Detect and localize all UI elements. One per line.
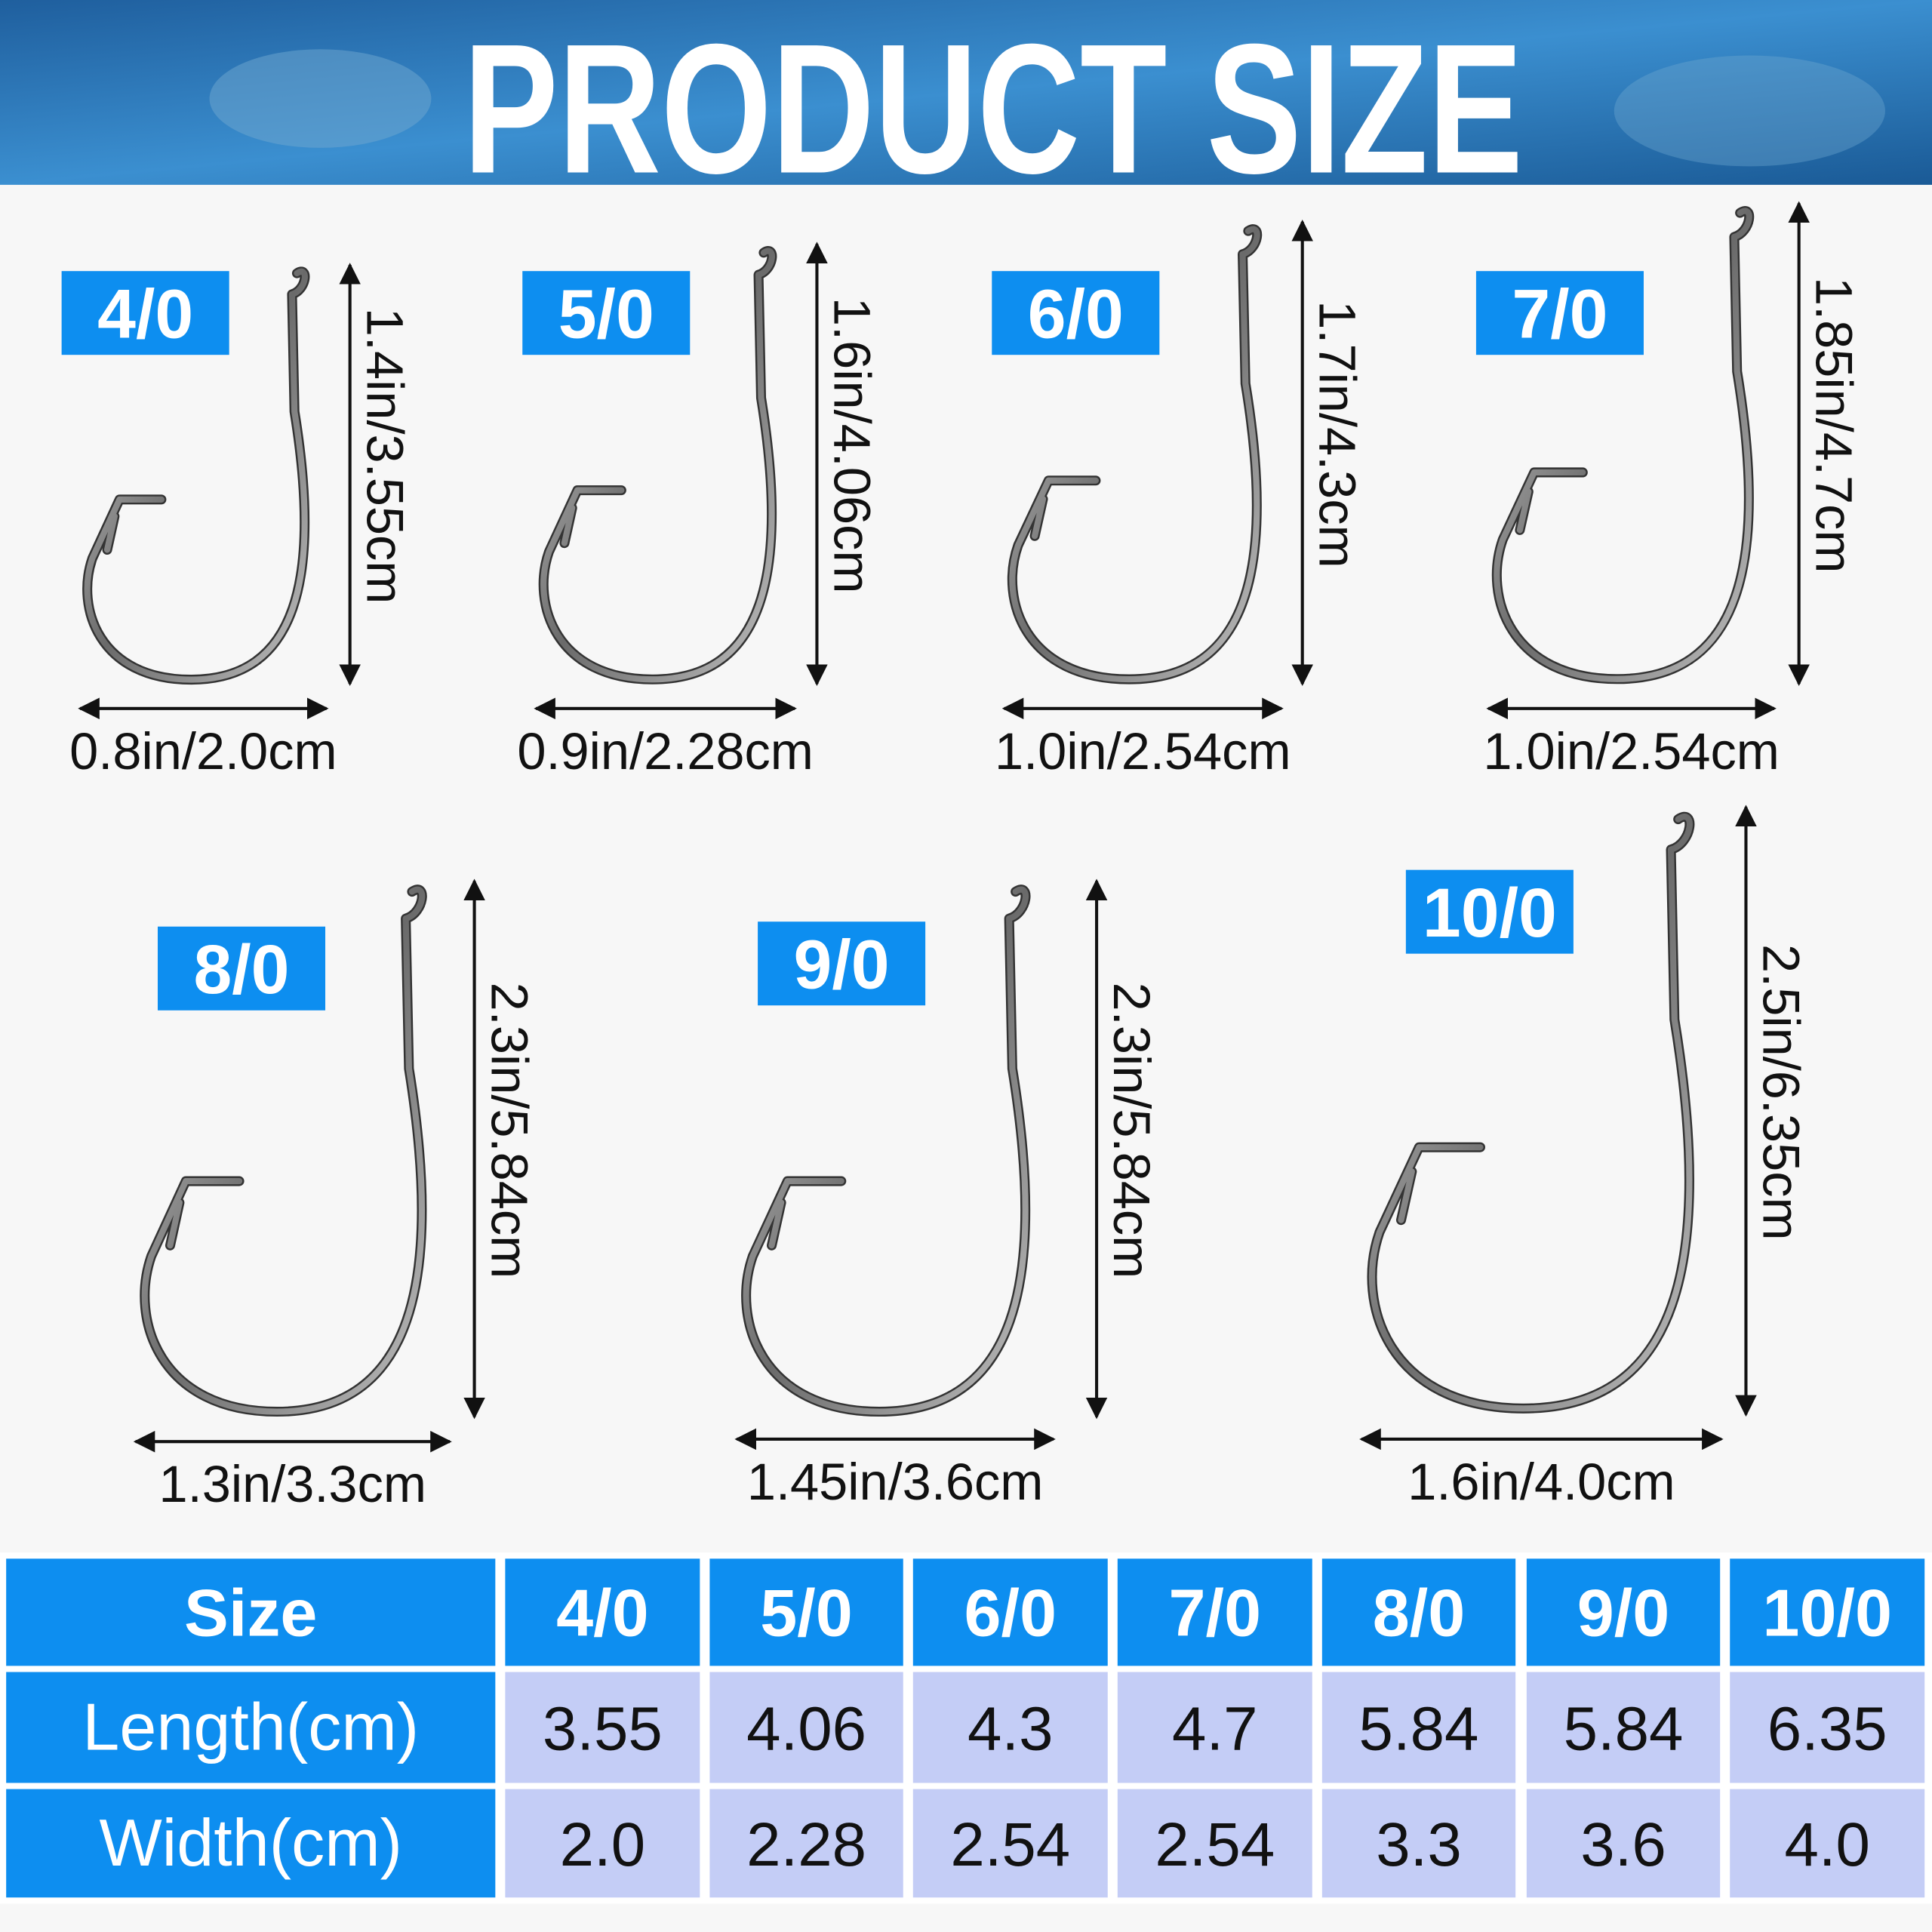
cell-text: 2.54 (1155, 1810, 1275, 1879)
width-label: 1.6in/4.0cm (1407, 1453, 1675, 1511)
size-tag: 6/0 (1028, 275, 1124, 352)
header-text: 4/0 (556, 1575, 649, 1650)
data-cell (1321, 1672, 1516, 1783)
cell-text: 4.06 (746, 1694, 866, 1763)
length-label: 1.85in/4.7cm (1805, 277, 1863, 574)
size-table: Size 4/0 5/0 6/0 7/0 8/0 9/0 10/0 Length(cm) 3.55… (0, 1552, 1932, 1904)
row-label: Length(cm) (82, 1689, 419, 1764)
cell-text: 2.54 (950, 1810, 1070, 1879)
page-title: PRODUCT SIZE (463, 5, 1523, 212)
width-label: 1.3in/3.3cm (159, 1455, 426, 1513)
header-cell (1730, 1558, 1925, 1666)
data-cell (1321, 1789, 1516, 1898)
hooks: 4/0 1.4in/3.55cm 0.8in/2.0cm 5/0 1.6in/4.06c… (61, 201, 1863, 1513)
data-cell (1730, 1789, 1925, 1898)
header-cell (1526, 1558, 1721, 1666)
header-text: 7/0 (1169, 1575, 1262, 1650)
data-cell (709, 1672, 903, 1783)
cell-text: 5.84 (1564, 1694, 1684, 1763)
size-tag: 5/0 (558, 275, 654, 352)
header-text: Size (184, 1575, 317, 1650)
length-label: 2.3in/5.84cm (480, 983, 538, 1279)
size-tag-box (992, 271, 1160, 355)
data-cell (1526, 1672, 1721, 1783)
width-label: 1.0in/2.54cm (1483, 722, 1780, 780)
hook-drawing (540, 248, 775, 683)
cell-text: 4.3 (968, 1694, 1053, 1763)
row-label-cell (6, 1789, 496, 1898)
hook-drawing (743, 886, 1029, 1415)
cell-text: 3.3 (1376, 1810, 1461, 1879)
size-tag-box (522, 271, 691, 355)
hook-drawing (1009, 226, 1260, 683)
cell-text: 2.28 (746, 1810, 866, 1879)
header-text: 9/0 (1577, 1575, 1670, 1650)
size-tag-box (157, 926, 326, 1011)
length-label: 2.5in/6.35cm (1752, 944, 1810, 1241)
fish-decoration (1614, 55, 1885, 167)
size-tag-box (1405, 869, 1574, 954)
header-text: 6/0 (964, 1575, 1057, 1650)
data-cell (1526, 1789, 1721, 1898)
data-cell (1117, 1672, 1312, 1783)
header-cell (1117, 1558, 1312, 1666)
data-cell (1730, 1672, 1925, 1783)
header-cell (709, 1558, 903, 1666)
header-text: 10/0 (1762, 1575, 1892, 1650)
cell-text: 5.84 (1359, 1694, 1479, 1763)
size-tag: 7/0 (1512, 275, 1607, 352)
header-text: 5/0 (760, 1575, 853, 1650)
size-tag-box (1475, 271, 1644, 355)
data-cell (912, 1672, 1108, 1783)
header-cell (6, 1558, 496, 1666)
row-label-cell (6, 1672, 496, 1783)
size-tag-box (61, 271, 229, 355)
data-cell (505, 1672, 700, 1783)
length-label: 1.4in/3.55cm (356, 308, 414, 605)
fish-decoration (209, 49, 432, 148)
hook-drawing (1494, 208, 1752, 682)
size-tag: 9/0 (794, 926, 890, 1003)
size-tag: 4/0 (97, 275, 193, 352)
cell-text: 3.6 (1580, 1810, 1666, 1879)
cell-text: 3.55 (543, 1694, 663, 1763)
width-label: 1.45in/3.6cm (747, 1453, 1044, 1511)
data-cell (912, 1789, 1108, 1898)
header-cell (912, 1558, 1108, 1666)
hook-drawing (141, 886, 426, 1415)
row-label: Width(cm) (99, 1805, 402, 1880)
hook-drawing (1368, 814, 1693, 1412)
cell-text: 2.0 (560, 1810, 645, 1879)
width-label: 0.9in/2.28cm (517, 722, 814, 780)
size-tag-box (758, 921, 926, 1006)
size-tag: 10/0 (1423, 875, 1557, 952)
hook-drawing (84, 268, 308, 683)
length-label: 1.7in/4.3cm (1309, 300, 1367, 568)
cell-text: 4.7 (1172, 1694, 1257, 1763)
length-label: 1.6in/4.06cm (823, 297, 881, 594)
data-cell (709, 1789, 903, 1898)
header-text: 8/0 (1373, 1575, 1466, 1650)
cell-text: 6.35 (1767, 1694, 1887, 1763)
cell-text: 4.0 (1784, 1810, 1869, 1879)
width-label: 1.0in/2.54cm (995, 722, 1291, 780)
header-cell (505, 1558, 700, 1666)
length-label: 2.3in/5.84cm (1103, 983, 1161, 1279)
data-cell (1117, 1789, 1312, 1898)
size-tag: 8/0 (193, 931, 289, 1008)
header-cell (1321, 1558, 1516, 1666)
data-cell (505, 1789, 700, 1898)
width-label: 0.8in/2.0cm (69, 722, 337, 780)
